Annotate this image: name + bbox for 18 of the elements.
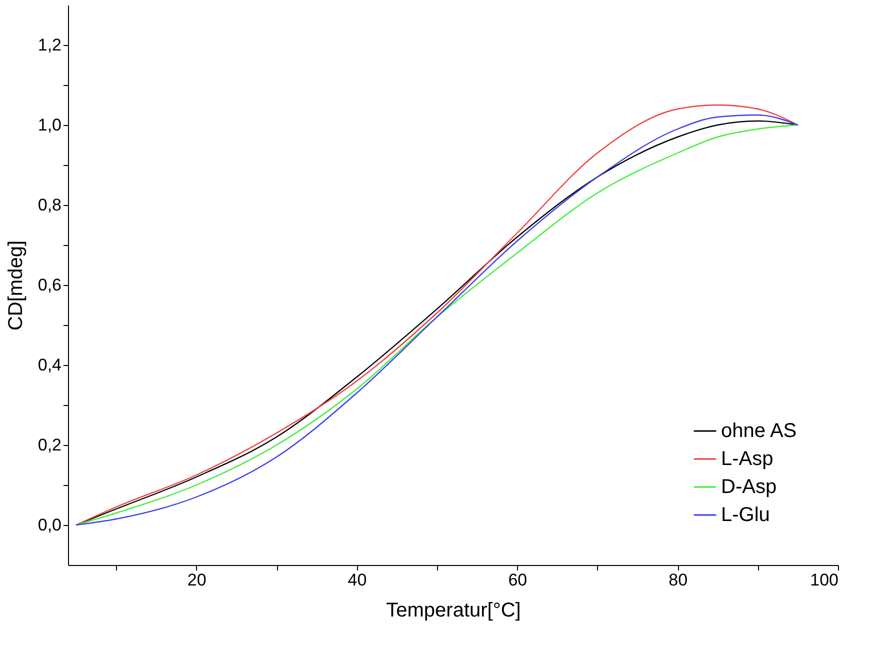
legend-label: L-Asp bbox=[721, 448, 774, 470]
x-tick-label: 100 bbox=[810, 570, 838, 590]
y-tick-label: 0,4 bbox=[38, 356, 62, 374]
x-tick-label: 60 bbox=[508, 570, 528, 590]
y-tick-label: 0,2 bbox=[38, 436, 62, 454]
x-axis-title: Temperatur[°C] bbox=[386, 600, 521, 622]
x-tick-label: 40 bbox=[348, 570, 367, 590]
y-axis-title: CD[mdeg] bbox=[4, 240, 27, 331]
y-tick-label: 0,8 bbox=[38, 196, 62, 214]
legend-label: L-Glu bbox=[721, 504, 770, 526]
legend-label: D-Asp bbox=[721, 476, 777, 498]
x-tick-label: 20 bbox=[187, 570, 206, 590]
y-tick-label: 0,6 bbox=[38, 276, 62, 294]
y-tick-label: 1,2 bbox=[38, 36, 62, 54]
x-tick-label: 80 bbox=[668, 570, 688, 590]
y-tick-label: 0,0 bbox=[38, 516, 62, 534]
y-tick-label: 1,0 bbox=[38, 116, 62, 134]
legend-label: ohne AS bbox=[721, 420, 797, 442]
